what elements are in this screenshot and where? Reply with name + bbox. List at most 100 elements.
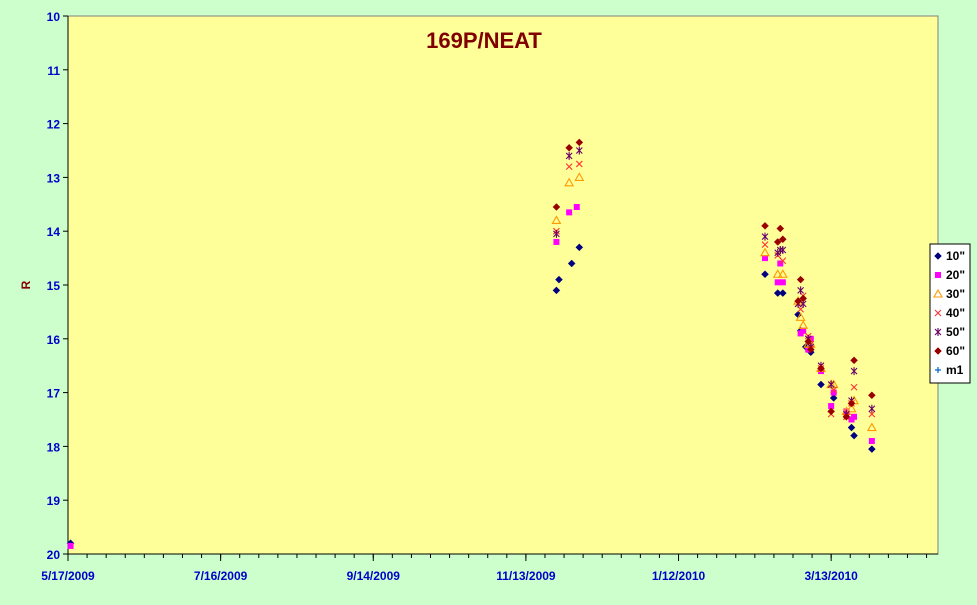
data-point bbox=[850, 367, 858, 376]
data-point bbox=[868, 438, 875, 445]
data-point bbox=[773, 238, 782, 246]
data-point bbox=[760, 247, 770, 257]
data-point bbox=[842, 412, 851, 421]
data-point bbox=[575, 138, 584, 147]
data-point bbox=[829, 394, 838, 402]
data-point bbox=[555, 275, 563, 284]
data-point bbox=[761, 221, 769, 230]
data-point bbox=[794, 297, 802, 305]
legend-label: 30" bbox=[946, 287, 965, 301]
data-point bbox=[828, 403, 835, 410]
data-point bbox=[565, 163, 573, 171]
x-tick-label: 9/14/2009 bbox=[347, 569, 401, 583]
data-point bbox=[796, 275, 805, 284]
data-point bbox=[798, 320, 809, 329]
data-point bbox=[868, 391, 876, 400]
y-tick-label: 14 bbox=[47, 225, 61, 239]
data-point bbox=[553, 229, 560, 238]
data-point bbox=[827, 407, 836, 416]
data-point bbox=[779, 257, 787, 265]
legend-label: m1 bbox=[946, 363, 964, 377]
data-point bbox=[847, 423, 856, 432]
y-tick-label: 10 bbox=[47, 10, 61, 24]
data-point bbox=[817, 364, 825, 373]
x-tick-label: 11/13/2009 bbox=[496, 569, 556, 583]
data-point bbox=[565, 143, 573, 152]
legend-marker bbox=[934, 309, 942, 317]
data-point bbox=[846, 403, 857, 413]
y-axis-label: R bbox=[19, 280, 33, 289]
data-point bbox=[565, 151, 573, 160]
data-point bbox=[772, 269, 783, 278]
y-tick-label: 11 bbox=[47, 64, 60, 78]
plot-area bbox=[67, 15, 939, 555]
data-point bbox=[851, 413, 858, 420]
data-point bbox=[779, 279, 786, 286]
data-point bbox=[575, 243, 584, 252]
legend-marker bbox=[934, 252, 942, 260]
data-point bbox=[800, 327, 807, 334]
data-point bbox=[551, 215, 562, 224]
data-point bbox=[850, 356, 858, 365]
data-point bbox=[564, 177, 575, 187]
legend-label: 60" bbox=[946, 344, 965, 358]
data-point bbox=[773, 289, 782, 297]
y-tick-label: 19 bbox=[47, 494, 61, 508]
data-point bbox=[778, 289, 787, 297]
data-point bbox=[830, 389, 837, 396]
series-4 bbox=[553, 146, 876, 419]
y-tick-label: 20 bbox=[47, 548, 61, 562]
x-tick-label: 3/13/2010 bbox=[804, 569, 858, 583]
data-point bbox=[868, 445, 876, 453]
legend-marker bbox=[935, 272, 941, 278]
y-tick-label: 15 bbox=[47, 279, 61, 293]
axes: 10 11 12 13 14 15 16 17 18 19 20 5/17/2009 7/16/2009… bbox=[41, 10, 938, 583]
data-point bbox=[797, 286, 805, 295]
data-point bbox=[779, 246, 787, 255]
data-point bbox=[868, 404, 876, 413]
data-point bbox=[776, 224, 785, 233]
legend-label: 40" bbox=[946, 306, 965, 320]
data-point bbox=[575, 146, 583, 155]
data-point bbox=[774, 279, 781, 286]
data-point bbox=[761, 270, 769, 279]
legend: 10" 20" 30" 40" 50" 60" m1 bbox=[929, 243, 971, 384]
legend-box bbox=[929, 243, 971, 384]
data-point bbox=[553, 238, 560, 245]
series-5 bbox=[552, 138, 876, 421]
legend-label: 10" bbox=[946, 249, 965, 263]
data-point bbox=[847, 399, 856, 408]
legend-marker bbox=[934, 347, 942, 355]
x-tick-label: 1/12/2010 bbox=[652, 569, 706, 583]
data-point bbox=[575, 160, 583, 168]
data-point bbox=[552, 286, 561, 295]
legend-marker bbox=[934, 328, 942, 336]
data-point bbox=[574, 172, 585, 181]
legend-marker bbox=[933, 288, 943, 298]
data-point bbox=[552, 203, 561, 211]
x-tick-label: 7/16/2009 bbox=[194, 569, 248, 583]
y-tick-label: 17 bbox=[47, 387, 61, 401]
data-point bbox=[827, 380, 835, 389]
data-point bbox=[795, 312, 806, 321]
data-point bbox=[850, 383, 858, 391]
data-point bbox=[67, 542, 74, 549]
data-point bbox=[817, 380, 825, 389]
data-point bbox=[806, 345, 815, 354]
data-point bbox=[850, 431, 858, 440]
data-point bbox=[866, 422, 877, 432]
data-point bbox=[573, 203, 580, 210]
data-point bbox=[804, 337, 813, 346]
y-tick-label: 16 bbox=[47, 333, 61, 347]
data-point bbox=[761, 232, 769, 241]
y-tick-label: 13 bbox=[47, 171, 61, 185]
legend-marker bbox=[935, 367, 941, 373]
x-tick-label: 5/17/2009 bbox=[41, 569, 95, 583]
data-point bbox=[567, 259, 576, 268]
data-points bbox=[66, 138, 877, 549]
legend-label: 50" bbox=[946, 325, 965, 339]
y-tick-label: 18 bbox=[47, 440, 61, 454]
data-point bbox=[777, 269, 788, 278]
